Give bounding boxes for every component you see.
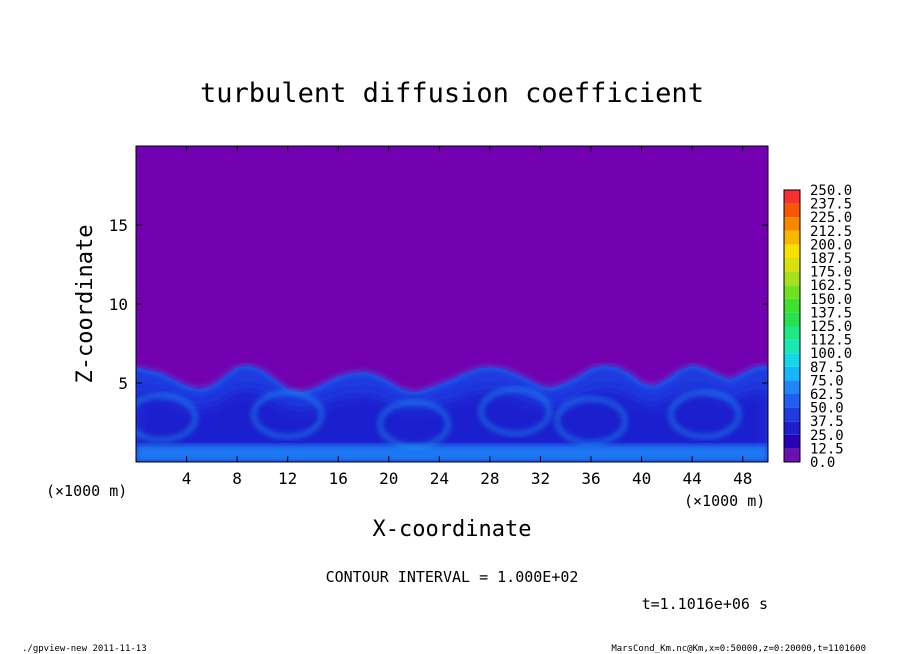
- colorbar-label: 162.5: [810, 278, 852, 294]
- x-tick-label: 44: [683, 469, 702, 488]
- x-tick-label: 28: [480, 469, 499, 488]
- colorbar-label: 237.5: [810, 197, 852, 213]
- colorbar-label: 75.0: [810, 373, 844, 389]
- x-axis-ticks: 4 8 12 16 20 24 28 32 36 40 44 48: [182, 146, 752, 488]
- colorbar-segment: [784, 339, 800, 354]
- eddy-swirl: [251, 390, 324, 439]
- footer-right: MarsCond_Km.nc@Km,x=0:50000,z=0:20000,t=…: [611, 644, 866, 654]
- colorbar-segment: [784, 326, 800, 340]
- footer-left: ./gpview-new 2011-11-13: [22, 644, 147, 654]
- colorbar-segment: [784, 312, 800, 326]
- x-tick-label: 16: [329, 469, 348, 488]
- colorbar-segment: [784, 434, 800, 449]
- colorbar-segment: [784, 190, 800, 204]
- x-tick-label: 4: [182, 469, 192, 488]
- x-axis-label: X-coordinate: [373, 517, 532, 542]
- colorbar-label: 175.0: [810, 265, 852, 281]
- colorbar-segment: [784, 407, 800, 422]
- colorbar-segment: [784, 353, 800, 367]
- colorbar-segment: [784, 448, 800, 462]
- colorbar-label: 37.5: [810, 414, 844, 430]
- eddy-swirl: [668, 390, 741, 439]
- colorbar-label: 250.0: [810, 183, 852, 199]
- x-units-left: (×1000 m): [46, 482, 127, 500]
- colorbar-label: 50.0: [810, 401, 844, 417]
- eddy-swirl: [378, 400, 451, 449]
- chart-title: turbulent diffusion coefficient: [200, 78, 704, 109]
- colorbar-segment: [784, 285, 800, 299]
- y-axis-ticks: 5 10 15: [109, 216, 768, 393]
- y-tick-label: 15: [109, 216, 128, 235]
- colorbar-label: 187.5: [810, 251, 852, 267]
- colorbar-segment: [784, 394, 800, 408]
- surface-band: [136, 444, 768, 462]
- colorbar-segment: [784, 271, 800, 286]
- colorbar-label: 0.0: [810, 455, 835, 471]
- colorbar-label: 87.5: [810, 360, 844, 376]
- y-tick-label: 10: [109, 295, 128, 314]
- colorbar-segment: [784, 217, 800, 231]
- x-tick-label: 24: [430, 469, 449, 488]
- plot-area: [136, 146, 768, 462]
- contour-interval: CONTOUR INTERVAL = 1.000E+02: [326, 568, 579, 586]
- colorbar-segment: [784, 298, 800, 313]
- colorbar-label: 200.0: [810, 237, 852, 253]
- colorbar-label: 225.0: [810, 210, 852, 226]
- colorbar-segment: [784, 380, 800, 394]
- colorbar-label: 112.5: [810, 333, 852, 349]
- layer-edge: [136, 364, 768, 395]
- colorbar-segment: [784, 258, 800, 272]
- colorbar-labels: 0.012.525.037.550.062.575.087.5100.0112.…: [810, 183, 852, 471]
- y-tick-label: 5: [118, 374, 128, 393]
- eddy-swirl: [136, 393, 198, 442]
- x-tick-label: 40: [632, 469, 651, 488]
- colorbar-label: 12.5: [810, 441, 844, 457]
- colorbar-label: 25.0: [810, 428, 844, 444]
- colorbar-segment: [784, 421, 800, 435]
- colorbar: [783, 189, 801, 463]
- x-tick-label: 20: [379, 469, 398, 488]
- colorbar-label: 125.0: [810, 319, 852, 335]
- colorbar-label: 150.0: [810, 292, 852, 308]
- colorbar-label: 137.5: [810, 305, 852, 321]
- x-tick-label: 12: [278, 469, 297, 488]
- x-tick-label: 36: [581, 469, 600, 488]
- colorbar-label: 212.5: [810, 224, 852, 240]
- colorbar-label: 100.0: [810, 346, 852, 362]
- colorbar-frame: [783, 189, 801, 463]
- colorbar-segment: [784, 244, 800, 258]
- turbulent-layer: [136, 364, 768, 462]
- x-tick-label: 48: [733, 469, 752, 488]
- colorbar-segment: [784, 203, 800, 218]
- colorbar-segment: [784, 366, 800, 381]
- x-tick-label: 32: [531, 469, 550, 488]
- eddy-swirl: [555, 396, 628, 445]
- time-label: t=1.1016e+06 s: [642, 595, 768, 613]
- colorbar-label: 62.5: [810, 387, 844, 403]
- turbulent-layer-core: [136, 389, 768, 462]
- x-units-right: (×1000 m): [684, 492, 765, 510]
- eddy-swirl: [479, 387, 552, 436]
- y-axis-label: Z-coordinate: [73, 225, 98, 384]
- colorbar-segment: [784, 230, 800, 245]
- x-tick-label: 8: [232, 469, 242, 488]
